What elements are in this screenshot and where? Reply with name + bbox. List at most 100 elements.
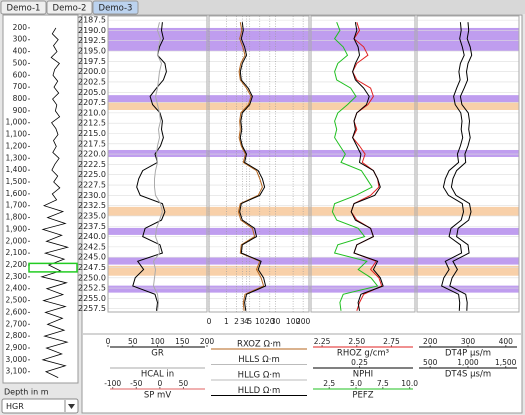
curve-name: NPHI xyxy=(353,370,373,380)
track-frame xyxy=(107,15,208,313)
log-curve xyxy=(350,22,384,311)
depth-tick-label: 2210.0 xyxy=(78,108,106,117)
depth-tick-label: 2240.0 xyxy=(78,232,106,241)
scale-tick-label: 100 xyxy=(150,337,165,346)
depth-tick-label: 2207.5 xyxy=(78,98,106,107)
scale-tick-label: 50 xyxy=(128,337,138,346)
tab-label[interactable]: Demo-1 xyxy=(7,4,41,14)
scale-tick-label: -100 xyxy=(104,379,121,388)
scale-tick-label: 2.25 xyxy=(314,337,331,346)
scale-tick-label: 1,000 xyxy=(457,358,479,367)
track-tick-label: 2 xyxy=(234,317,239,326)
depth-unit-label: Depth in m xyxy=(4,388,49,397)
overview-tick-label: 1,600 xyxy=(6,189,28,198)
tab-label[interactable]: Demo-2 xyxy=(53,4,87,14)
overview-tick-label: 500 xyxy=(13,58,28,67)
overview-tick-label: 3,000 xyxy=(6,355,28,364)
overview-tick-label: 600 xyxy=(13,70,28,79)
log-curve xyxy=(449,22,473,311)
overview-tick-label: 2,800 xyxy=(6,331,28,340)
track-tick-label: 3 xyxy=(240,317,245,326)
overview-tick-label: 1,200 xyxy=(6,141,28,150)
overview-tick-label: 700 xyxy=(13,82,28,91)
depth-tick-label: 2215.0 xyxy=(78,129,106,138)
scale-tick-label: 150 xyxy=(175,337,190,346)
overview-tick-label: 400 xyxy=(13,47,28,56)
overview-curve xyxy=(40,27,70,378)
track-frame xyxy=(416,15,520,313)
depth-tick-label: 2195.0 xyxy=(78,47,106,56)
zone xyxy=(108,285,519,293)
overview-tick-label: 1,400 xyxy=(6,165,28,174)
tab[interactable] xyxy=(92,0,139,15)
scale-tick-label: 2.50 xyxy=(348,337,365,346)
depth-tick-label: 2200.0 xyxy=(78,67,106,76)
scale-tick-label: 0.25 xyxy=(351,358,368,367)
track-tick-label: 100 xyxy=(286,317,301,326)
scale-tick-label: 300 xyxy=(461,337,476,346)
curve-selector-value[interactable]: HGR xyxy=(6,402,24,411)
tab-label[interactable]: Demo-3 xyxy=(99,4,133,14)
overview-tick-label: 1,500 xyxy=(6,177,28,186)
scale-tick-label: 0 xyxy=(106,337,111,346)
log-curve xyxy=(331,22,379,311)
zone xyxy=(108,95,519,103)
curve-name: HLLD Ω·m xyxy=(238,386,281,396)
overview-tick-label: 2,600 xyxy=(6,307,28,316)
overview-tick-label: 2,200 xyxy=(6,260,28,269)
depth-tick-label: 2187.5 xyxy=(78,16,106,25)
curve-name: DT4P μs/m xyxy=(445,349,491,359)
log-curve xyxy=(132,22,167,311)
curve-selector[interactable] xyxy=(1,398,79,414)
scale-tick-label: 500 xyxy=(423,358,438,367)
depth-tick-label: 2250.0 xyxy=(78,273,106,282)
depth-tick-label: 2257.5 xyxy=(78,304,106,313)
tab[interactable] xyxy=(46,0,93,15)
overview-tick-label: 200 xyxy=(13,23,28,32)
curve-name: RHOZ g/cm³ xyxy=(337,349,389,359)
scale-tick-label: 50 xyxy=(179,379,189,388)
track-tick-label: 4 xyxy=(244,317,249,326)
overview-tick-label: 1,000 xyxy=(6,118,28,127)
depth-tick-label: 2197.5 xyxy=(78,57,106,66)
depth-tick-label: 2205.0 xyxy=(78,88,106,97)
scale-tick-label: 10.0 xyxy=(401,379,418,388)
overview-tick-label: 2,100 xyxy=(6,248,28,257)
track-frame xyxy=(310,15,416,313)
depth-tick-label: 2220.0 xyxy=(78,150,106,159)
overview-tick-label: 1,700 xyxy=(6,201,28,210)
log-curve xyxy=(239,22,267,311)
depth-tick-label: 2227.5 xyxy=(78,181,106,190)
depth-tick-label: 2255.0 xyxy=(78,294,106,303)
depth-tick-label: 2230.0 xyxy=(78,191,106,200)
zone xyxy=(108,27,519,52)
depth-tick-label: 2190.0 xyxy=(78,26,106,35)
depth-tick-label: 2237.5 xyxy=(78,222,106,231)
overview-tick-label: 900 xyxy=(13,106,28,115)
scale-tick-label: 400 xyxy=(499,337,514,346)
depth-tick-label: 2245.0 xyxy=(78,253,106,262)
selector-arrow[interactable] xyxy=(68,404,75,409)
scale-tick-label: 0 xyxy=(157,379,162,388)
scale-tick-label: 200 xyxy=(200,337,215,346)
overview-tick-label: 2,700 xyxy=(6,319,28,328)
scale-tick-label: 5.0 xyxy=(350,379,362,388)
track-tick-label: 30 xyxy=(271,317,281,326)
log-curve xyxy=(441,22,465,311)
scale-tick-label: 7.5 xyxy=(377,379,389,388)
zone xyxy=(108,206,519,216)
depth-tick-label: 2232.5 xyxy=(78,201,106,210)
overview-tick-label: 1,900 xyxy=(6,224,28,233)
curve-name: GR xyxy=(151,349,164,359)
overview-tick-label: 300 xyxy=(13,35,28,44)
depth-tick-label: 2192.5 xyxy=(78,36,106,45)
scale-tick-label: 2.75 xyxy=(383,337,400,346)
track-tick-label: 5 xyxy=(247,317,252,326)
zone xyxy=(108,102,519,110)
overview-tick-label: 2,900 xyxy=(6,343,28,352)
scale-tick-label: 2.5 xyxy=(323,379,335,388)
overview-window[interactable] xyxy=(28,262,78,273)
tab[interactable] xyxy=(0,0,47,15)
track-tick-label: 10 xyxy=(255,317,265,326)
